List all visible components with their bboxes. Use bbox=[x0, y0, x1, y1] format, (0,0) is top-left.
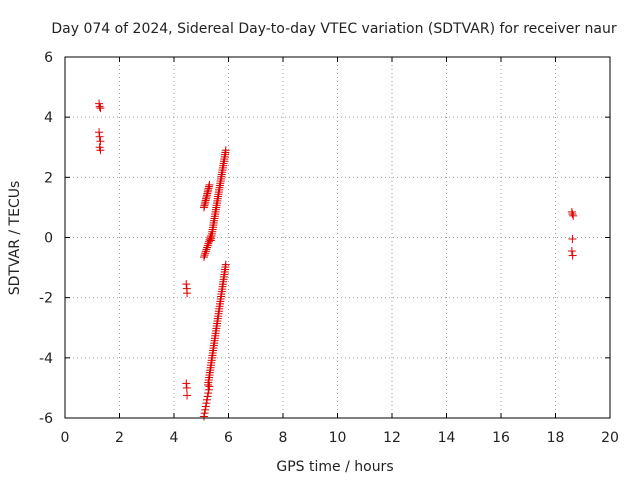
data-point bbox=[568, 251, 577, 260]
x-tick-label: 16 bbox=[492, 430, 510, 446]
data-point bbox=[202, 399, 211, 408]
tick-labels: 0 2 4 6 8 10 12 14 16 18 20 -6 -4 -2 0 2 4 6 bbox=[39, 50, 619, 446]
data-point bbox=[202, 245, 211, 254]
data-point bbox=[201, 249, 210, 258]
data-point bbox=[96, 137, 105, 146]
data-point bbox=[95, 128, 104, 137]
grid-lines bbox=[65, 57, 610, 418]
x-axis-label: GPS time / hours bbox=[276, 459, 393, 475]
data-point bbox=[182, 280, 191, 289]
x-tick-label: 20 bbox=[601, 430, 619, 446]
data-point bbox=[201, 247, 210, 256]
data-point bbox=[182, 383, 191, 392]
data-point bbox=[199, 412, 208, 421]
y-tick-label: 6 bbox=[44, 50, 53, 66]
y-tick-label: -2 bbox=[39, 291, 53, 307]
x-tick-label: 10 bbox=[329, 430, 347, 446]
data-point bbox=[182, 379, 191, 388]
data-point bbox=[183, 391, 192, 400]
data-point bbox=[200, 251, 209, 260]
x-tick-label: 18 bbox=[547, 430, 565, 446]
data-point bbox=[204, 385, 213, 394]
data-point bbox=[95, 102, 104, 111]
data-point bbox=[567, 247, 576, 256]
chart-title: Day 074 of 2024, Sidereal Day-to-day VTE… bbox=[51, 21, 617, 37]
data-point bbox=[205, 235, 214, 244]
x-tick-label: 0 bbox=[61, 430, 70, 446]
x-tick-label: 2 bbox=[115, 430, 124, 446]
data-point bbox=[201, 405, 210, 414]
data-point bbox=[205, 180, 214, 189]
data-point bbox=[204, 389, 213, 398]
data-point bbox=[183, 289, 192, 298]
data-point bbox=[199, 253, 208, 262]
data-point bbox=[95, 132, 104, 141]
x-tick-label: 8 bbox=[279, 430, 288, 446]
data-point bbox=[96, 146, 105, 155]
y-tick-label: 4 bbox=[44, 110, 53, 126]
x-tick-label: 6 bbox=[224, 430, 233, 446]
x-tick-label: 12 bbox=[383, 430, 401, 446]
plot-frame bbox=[64, 56, 611, 419]
data-point bbox=[203, 243, 212, 252]
data-point bbox=[203, 241, 212, 250]
data-point bbox=[568, 235, 577, 244]
data-point bbox=[96, 104, 105, 113]
data-point bbox=[221, 260, 230, 269]
data-point bbox=[569, 211, 578, 220]
data-points bbox=[95, 99, 578, 421]
y-tick-label: 2 bbox=[44, 170, 53, 186]
data-point bbox=[568, 210, 577, 219]
data-point bbox=[221, 146, 230, 155]
y-tick-label: 0 bbox=[44, 231, 53, 247]
data-point bbox=[200, 409, 209, 418]
y-tick-label: -6 bbox=[39, 411, 53, 427]
data-point bbox=[203, 395, 212, 404]
x-tick-label: 14 bbox=[438, 430, 456, 446]
data-point bbox=[203, 392, 212, 401]
y-axis-label: SDTVAR / TECUs bbox=[7, 181, 23, 296]
x-tick-label: 4 bbox=[170, 430, 179, 446]
y-tick-label: -4 bbox=[39, 351, 53, 367]
data-point bbox=[205, 382, 214, 391]
data-point bbox=[201, 402, 210, 411]
data-point bbox=[567, 207, 576, 216]
